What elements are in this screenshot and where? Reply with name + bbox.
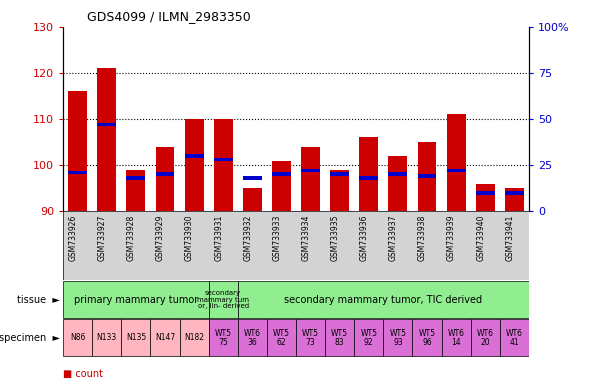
Bar bbox=[505, 188, 524, 211]
FancyBboxPatch shape bbox=[442, 319, 471, 356]
FancyBboxPatch shape bbox=[63, 211, 529, 280]
Text: GSM733937: GSM733937 bbox=[389, 215, 398, 261]
Bar bbox=[418, 142, 436, 211]
FancyBboxPatch shape bbox=[471, 319, 500, 356]
Text: WT5
83: WT5 83 bbox=[331, 329, 348, 347]
Text: WT6
41: WT6 41 bbox=[506, 329, 523, 347]
Bar bbox=[185, 119, 204, 211]
Bar bbox=[359, 176, 378, 180]
Bar bbox=[126, 176, 145, 180]
Text: GSM733939: GSM733939 bbox=[447, 215, 456, 261]
FancyBboxPatch shape bbox=[238, 319, 267, 356]
Bar bbox=[243, 188, 262, 211]
Text: primary mammary tumor: primary mammary tumor bbox=[74, 295, 198, 305]
FancyBboxPatch shape bbox=[354, 319, 383, 356]
Text: GSM733938: GSM733938 bbox=[418, 215, 427, 261]
Text: GSM733940: GSM733940 bbox=[476, 215, 485, 261]
Bar bbox=[359, 137, 378, 211]
FancyBboxPatch shape bbox=[121, 319, 150, 356]
Text: WT5
73: WT5 73 bbox=[302, 329, 319, 347]
Bar bbox=[301, 169, 320, 172]
Bar bbox=[97, 68, 116, 211]
FancyBboxPatch shape bbox=[267, 319, 296, 356]
FancyBboxPatch shape bbox=[150, 319, 180, 356]
Bar bbox=[388, 172, 407, 176]
Bar bbox=[272, 161, 291, 211]
Text: GSM733934: GSM733934 bbox=[302, 215, 311, 261]
Text: WT6
14: WT6 14 bbox=[448, 329, 465, 347]
Text: specimen  ►: specimen ► bbox=[0, 333, 60, 343]
Text: GSM733936: GSM733936 bbox=[360, 215, 369, 261]
FancyBboxPatch shape bbox=[209, 319, 238, 356]
Text: GSM733926: GSM733926 bbox=[69, 215, 78, 261]
FancyBboxPatch shape bbox=[325, 319, 354, 356]
Bar bbox=[185, 154, 204, 158]
FancyBboxPatch shape bbox=[296, 319, 325, 356]
FancyBboxPatch shape bbox=[383, 319, 412, 356]
FancyBboxPatch shape bbox=[63, 281, 209, 318]
Text: GSM733941: GSM733941 bbox=[505, 215, 514, 261]
Text: GSM733935: GSM733935 bbox=[331, 215, 340, 261]
Text: WT6
20: WT6 20 bbox=[477, 329, 493, 347]
Text: WT5
62: WT5 62 bbox=[273, 329, 290, 347]
Text: WT5
92: WT5 92 bbox=[360, 329, 377, 347]
FancyBboxPatch shape bbox=[412, 319, 442, 356]
Bar bbox=[126, 170, 145, 211]
Bar bbox=[156, 172, 174, 176]
FancyBboxPatch shape bbox=[63, 319, 92, 356]
Text: N86: N86 bbox=[70, 333, 85, 343]
Bar bbox=[447, 114, 466, 211]
Text: N133: N133 bbox=[97, 333, 117, 343]
Bar bbox=[418, 174, 436, 178]
Bar bbox=[272, 172, 291, 176]
Bar bbox=[330, 170, 349, 211]
FancyBboxPatch shape bbox=[500, 319, 529, 356]
Text: GSM733931: GSM733931 bbox=[214, 215, 223, 261]
Text: ■ count: ■ count bbox=[63, 369, 103, 379]
FancyBboxPatch shape bbox=[92, 319, 121, 356]
Bar bbox=[447, 169, 466, 172]
Text: GSM733929: GSM733929 bbox=[156, 215, 165, 261]
Bar bbox=[214, 158, 233, 161]
Text: WT5
93: WT5 93 bbox=[389, 329, 406, 347]
Text: secondary mammary tumor, TIC derived: secondary mammary tumor, TIC derived bbox=[284, 295, 483, 305]
Bar bbox=[476, 184, 495, 211]
Text: GDS4099 / ILMN_2983350: GDS4099 / ILMN_2983350 bbox=[87, 10, 251, 23]
Bar bbox=[97, 123, 116, 126]
Text: WT6
36: WT6 36 bbox=[244, 329, 261, 347]
Text: WT5
96: WT5 96 bbox=[418, 329, 436, 347]
FancyBboxPatch shape bbox=[238, 281, 529, 318]
Text: N135: N135 bbox=[126, 333, 146, 343]
Bar bbox=[156, 147, 174, 211]
Text: N147: N147 bbox=[155, 333, 175, 343]
Bar bbox=[68, 91, 87, 211]
Bar bbox=[243, 176, 262, 180]
Bar bbox=[68, 170, 87, 174]
Bar bbox=[301, 147, 320, 211]
Bar bbox=[214, 119, 233, 211]
Bar bbox=[330, 172, 349, 176]
Text: WT5
75: WT5 75 bbox=[215, 329, 232, 347]
Text: secondary
mammary tum
or, lin- derived: secondary mammary tum or, lin- derived bbox=[197, 290, 249, 309]
Text: GSM733932: GSM733932 bbox=[243, 215, 252, 261]
FancyBboxPatch shape bbox=[209, 281, 238, 318]
Text: GSM733930: GSM733930 bbox=[185, 215, 194, 261]
Text: GSM733928: GSM733928 bbox=[127, 215, 136, 261]
Bar bbox=[505, 191, 524, 195]
Text: tissue  ►: tissue ► bbox=[17, 295, 60, 305]
Text: GSM733927: GSM733927 bbox=[98, 215, 107, 261]
Bar bbox=[388, 156, 407, 211]
Text: N182: N182 bbox=[184, 333, 204, 343]
Bar bbox=[476, 191, 495, 195]
Text: GSM733933: GSM733933 bbox=[272, 215, 281, 261]
FancyBboxPatch shape bbox=[180, 319, 209, 356]
